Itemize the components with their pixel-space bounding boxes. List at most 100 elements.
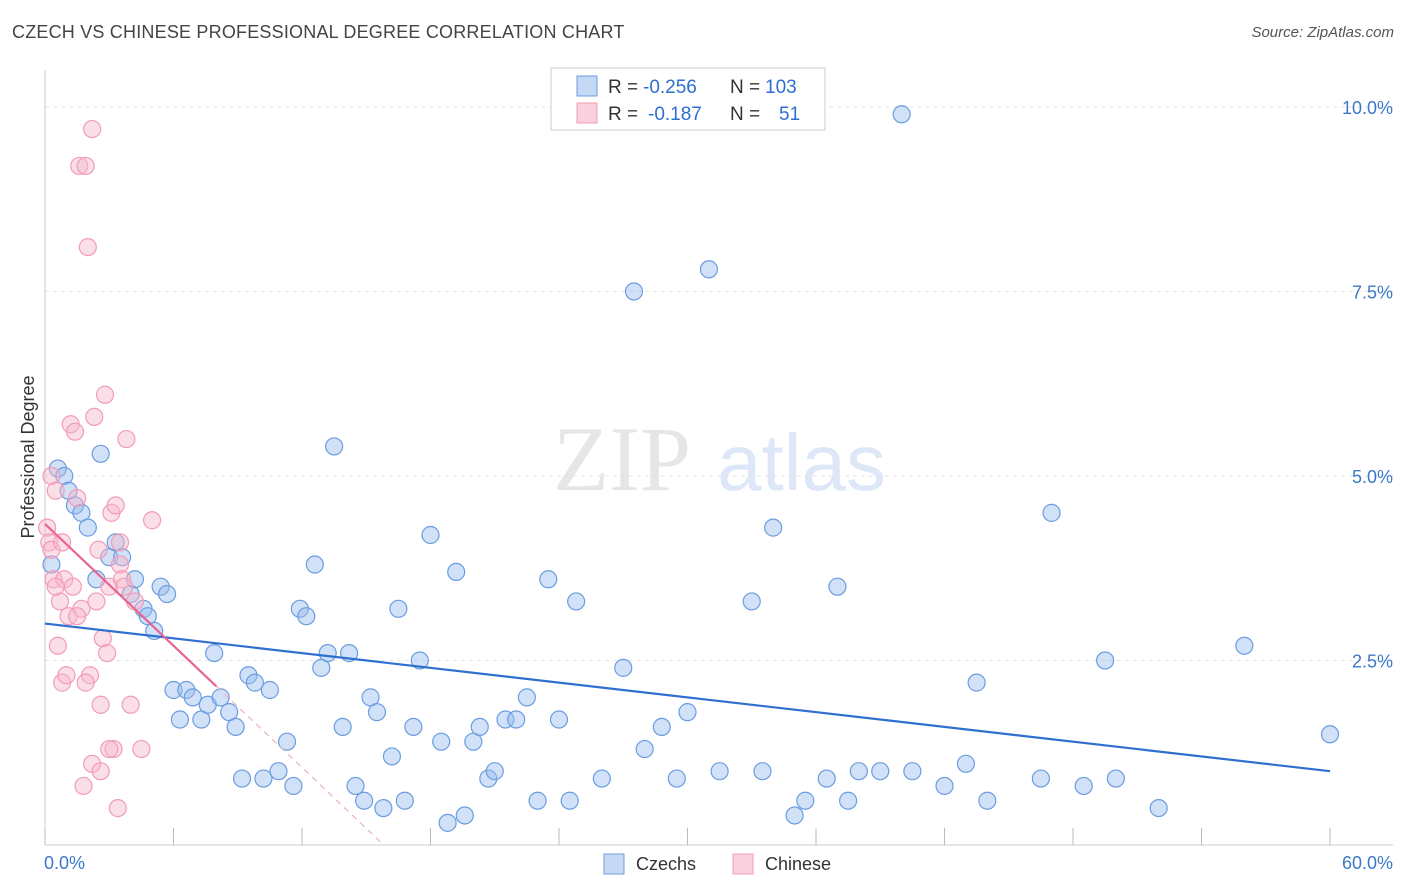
czech-point	[78, 518, 97, 537]
czech-point	[764, 518, 783, 537]
chinese-point	[76, 156, 95, 176]
czech-point	[157, 584, 177, 604]
czech-point	[796, 791, 815, 810]
chinese-point	[78, 238, 97, 257]
chinese-point	[46, 481, 65, 500]
x-ticks	[44, 828, 1331, 845]
chinese-point	[95, 385, 115, 404]
czech-point	[421, 525, 440, 545]
chinese-point	[46, 577, 65, 596]
czech-point	[871, 762, 890, 781]
czech-point	[438, 813, 457, 832]
czech-point	[742, 592, 761, 611]
czech-point	[1149, 798, 1168, 818]
chinese-point	[50, 592, 70, 611]
legend-n-label-chinese: N =	[730, 104, 760, 125]
chinese-point	[40, 533, 59, 552]
czech-point	[528, 791, 547, 810]
czech-point	[496, 710, 515, 729]
chinese-point	[83, 119, 102, 139]
czech-point	[374, 798, 393, 818]
czech-point	[455, 806, 474, 825]
chinese-point	[112, 570, 132, 589]
chinese-point	[74, 776, 93, 796]
y-tick-label: 2.5%	[1352, 651, 1393, 671]
czech-point	[170, 710, 190, 729]
chinese-point	[57, 666, 76, 685]
czech-point	[239, 666, 258, 685]
chinese-point	[89, 540, 108, 559]
legend-r-value-chinese: -0.187	[648, 104, 702, 125]
czech-point	[395, 791, 414, 810]
czech-point	[297, 607, 316, 626]
czech-point	[935, 776, 954, 796]
y-axis-label: Professional Degree	[18, 375, 38, 538]
czech-point	[254, 769, 273, 788]
czech-point	[177, 680, 196, 700]
chinese-point	[68, 607, 87, 626]
czech-point	[205, 643, 224, 663]
czech-point	[652, 717, 671, 737]
czech-point	[678, 703, 697, 722]
czech-point	[560, 791, 579, 810]
watermark-zip: ZIP	[553, 408, 691, 510]
chinese-point	[70, 156, 89, 176]
czech-trend-line	[44, 622, 1331, 773]
chart-title: CZECH VS CHINESE PROFESSIONAL DEGREE COR…	[12, 22, 625, 42]
czech-point	[382, 747, 402, 766]
correlation-legend: R = -0.256 N = 103 R = -0.187 N = 51	[550, 67, 826, 131]
x-tick-label-min: 0.0%	[44, 853, 85, 873]
chinese-point	[87, 592, 106, 611]
chinese-point	[53, 533, 72, 552]
czech-point	[549, 710, 569, 729]
czech-point	[211, 688, 230, 707]
czech-point	[410, 651, 429, 670]
czech-point	[125, 570, 145, 589]
czech-point	[432, 732, 451, 751]
czech-point	[1031, 769, 1050, 788]
czech-point	[507, 710, 526, 729]
czech-point	[1042, 503, 1061, 522]
czech-point	[232, 769, 252, 788]
czech-point	[1074, 776, 1093, 796]
bottom-legend-swatch-chinese	[732, 853, 754, 875]
czech-point	[183, 688, 202, 707]
chinese-point	[121, 695, 140, 714]
czech-point	[592, 769, 611, 788]
watermark-atlas: atlas	[717, 418, 886, 507]
x-tick-label-max: 60.0%	[1342, 853, 1393, 873]
czech-point	[305, 555, 324, 574]
chinese-point	[132, 739, 151, 759]
czech-point	[956, 754, 976, 773]
czech-point	[164, 680, 183, 700]
bottom-legend-label-czechs: Czechs	[636, 854, 696, 874]
czech-point	[284, 776, 303, 796]
legend-swatch-chinese	[576, 102, 598, 124]
czech-point	[892, 105, 911, 124]
chinese-point	[108, 798, 127, 818]
gridlines	[45, 106, 1393, 661]
trend-lines	[44, 523, 1331, 846]
y-tick-label: 7.5%	[1352, 282, 1393, 302]
czech-point	[667, 769, 686, 788]
czech-point	[42, 555, 61, 574]
chinese-point	[110, 533, 130, 552]
chinese-point	[63, 577, 82, 596]
chinese-point	[42, 466, 61, 486]
chinese-point	[68, 488, 87, 508]
chinese-point	[142, 511, 162, 530]
czech-point	[967, 673, 986, 692]
chinese-point	[76, 673, 95, 692]
chinese-point	[91, 695, 110, 714]
czech-point	[828, 577, 847, 596]
chinese-point	[115, 577, 134, 596]
czech-point	[978, 791, 997, 810]
legend-r-label-czechs: R =	[608, 77, 638, 98]
bottom-legend-label-chinese: Chinese	[765, 854, 831, 874]
czech-point	[1235, 636, 1254, 655]
czech-point	[91, 444, 110, 463]
czech-point	[817, 769, 836, 788]
czech-point	[65, 496, 85, 515]
czech-point	[849, 762, 868, 781]
czech-point	[699, 260, 719, 279]
